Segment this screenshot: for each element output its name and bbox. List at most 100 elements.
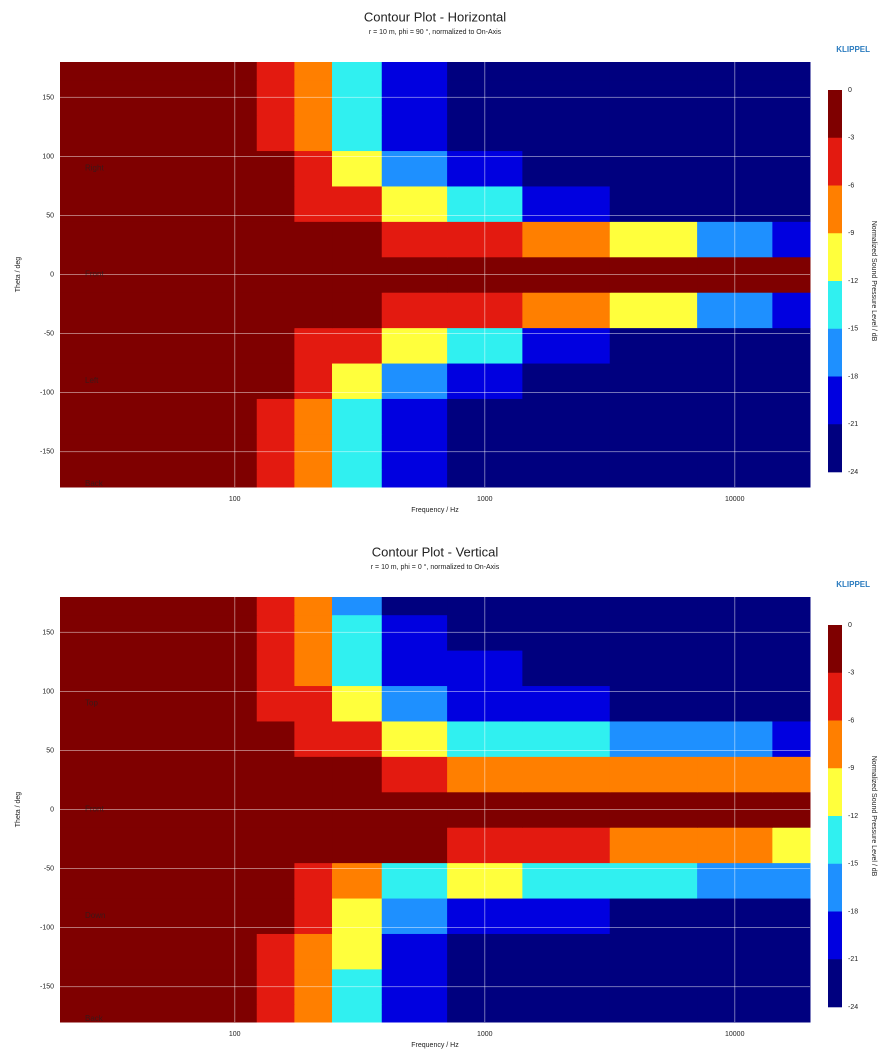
region-label: Down	[85, 911, 105, 920]
region-label: Back	[85, 479, 104, 488]
contour-cell	[60, 1004, 148, 1023]
contour-cell	[147, 433, 258, 470]
chart-subtitle: r = 10 m, phi = 90 °, normalized to On-A…	[369, 28, 502, 36]
contour-cell	[609, 398, 698, 435]
contour-cell	[697, 650, 773, 687]
contour-cell	[294, 79, 333, 116]
contour-cell	[60, 327, 148, 364]
contour-cell	[609, 650, 698, 687]
contour-cell	[609, 221, 698, 258]
y-tick-label: 150	[42, 94, 54, 101]
contour-cell	[609, 256, 698, 293]
contour-cell	[447, 827, 523, 864]
contour-cell	[147, 827, 258, 864]
contour-cell	[60, 256, 148, 293]
contour-cell	[697, 685, 773, 722]
colorbar-band	[828, 281, 842, 330]
contour-cell	[294, 150, 333, 187]
contour-cell	[332, 469, 383, 488]
colorbar-tick-label: -15	[848, 326, 858, 333]
contour-cell	[332, 597, 383, 616]
contour-cell	[381, 898, 448, 934]
contour-cell	[381, 292, 448, 329]
contour-cell	[697, 614, 773, 651]
contour-cell	[522, 115, 611, 152]
contour-cell	[447, 898, 523, 934]
contour-cell	[609, 62, 698, 81]
contour-cell	[447, 1004, 523, 1023]
contour-cell	[697, 185, 773, 222]
colorbar-tick-label: -3	[848, 670, 854, 677]
contour-cell	[447, 685, 523, 722]
contour-cell	[447, 791, 523, 828]
colorbar-tick-label: -3	[848, 135, 854, 142]
contour-cell	[697, 292, 773, 329]
colorbar-band	[828, 185, 842, 234]
contour-cell	[256, 433, 295, 470]
contour-cell	[60, 185, 148, 222]
contour-cell	[522, 720, 611, 757]
contour-cell	[609, 791, 698, 828]
contour-cell	[772, 221, 811, 258]
contour-cell	[294, 650, 333, 687]
contour-cell	[256, 756, 295, 793]
x-axis-label: Frequency / Hz	[411, 1042, 459, 1049]
contour-cell	[294, 115, 333, 152]
contour-cell	[60, 614, 148, 651]
contour-cell	[60, 933, 148, 970]
contour-cell	[332, 185, 383, 222]
contour-cell	[381, 933, 448, 970]
contour-cell	[522, 1004, 611, 1023]
contour-cell	[447, 933, 523, 970]
colorbar-tick-label: -21	[848, 421, 858, 428]
colorbar-tick-label: -9	[848, 230, 854, 237]
contour-cell	[381, 650, 448, 687]
contour-cell	[294, 327, 333, 364]
chart-title: Contour Plot - Horizontal	[364, 9, 506, 24]
contour-cell	[256, 1004, 295, 1023]
contour-cell	[522, 433, 611, 470]
chart-title: Contour Plot - Vertical	[372, 544, 499, 559]
x-axis-label: Frequency / Hz	[411, 507, 459, 514]
contour-cell	[256, 79, 295, 116]
x-tick-label: 1000	[477, 496, 493, 503]
contour-cell	[522, 79, 611, 116]
contour-cell	[381, 968, 448, 1005]
contour-cell	[447, 597, 523, 616]
contour-cell	[60, 62, 148, 81]
colorbar-band	[828, 328, 842, 377]
region-label: Right	[85, 163, 104, 172]
contour-cell	[147, 791, 258, 828]
y-tick-label: -150	[40, 983, 54, 990]
y-axis-label: Theta / deg	[15, 792, 22, 828]
contour-cell	[147, 150, 258, 187]
colorbar-label: Normalized Sound Pressure Level / dB	[870, 221, 877, 342]
colorbar-tick-label: -6	[848, 717, 854, 724]
contour-cell	[147, 614, 258, 651]
contour-cell	[60, 79, 148, 116]
contour-cell	[332, 650, 383, 687]
contour-cell	[772, 614, 811, 651]
contour-cell	[256, 827, 295, 864]
contour-cell	[609, 756, 698, 793]
contour-cell	[256, 327, 295, 364]
contour-cell	[697, 827, 773, 864]
contour-cell	[147, 756, 258, 793]
brand: KLIPPEL	[836, 45, 870, 54]
contour-cell	[772, 685, 811, 722]
contour-cell	[256, 597, 295, 616]
contour-cell	[147, 898, 258, 934]
contour-cell	[332, 862, 383, 899]
contour-cell	[60, 363, 148, 399]
contour-cell	[772, 597, 811, 616]
contour-cell	[294, 968, 333, 1005]
contour-cell	[772, 469, 811, 488]
contour-cell	[447, 650, 523, 687]
contour-cell	[609, 827, 698, 864]
contour-cell	[447, 115, 523, 152]
contour-cell	[256, 256, 295, 293]
contour-cell	[772, 968, 811, 1005]
contour-cell	[447, 756, 523, 793]
contour-cell	[697, 756, 773, 793]
contour-cell	[256, 862, 295, 899]
